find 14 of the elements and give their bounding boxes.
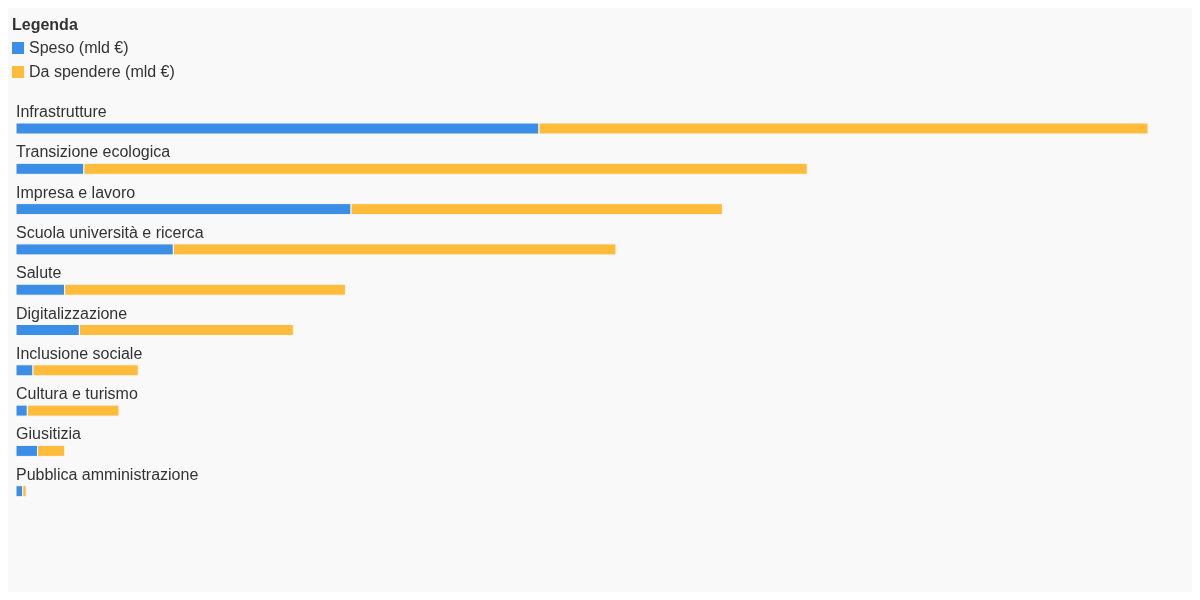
y-tick-label: Transizione ecologica xyxy=(16,143,171,161)
y-tick-label: Infrastrutture xyxy=(16,103,107,120)
legend-label: Da spendere (mld €) xyxy=(29,63,175,80)
bar xyxy=(15,485,24,498)
y-tick-label: Cultura e turismo xyxy=(16,385,138,403)
y-tick-label: Inclusione sociale xyxy=(16,344,143,362)
y-tick-label: Impresa e lavoro xyxy=(16,183,136,201)
legend-title: Legenda xyxy=(12,16,78,33)
y-tick-label: Pubblica amministrazione xyxy=(16,465,199,483)
y-tick-label: Scuola università e ricerca xyxy=(16,223,204,241)
y-tick-label: Giusitizia xyxy=(16,425,82,443)
y-tick-label: Digitalizzazione xyxy=(16,304,128,322)
y-tick-label: Salute xyxy=(16,264,62,282)
legend-label: Speso (mld €) xyxy=(29,39,129,56)
